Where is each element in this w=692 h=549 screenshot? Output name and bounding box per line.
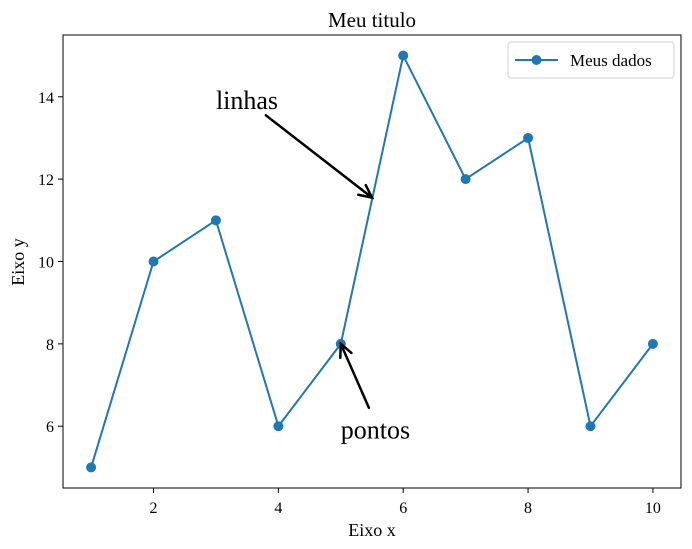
data-point	[210, 215, 221, 226]
x-tick-label: 2	[150, 500, 158, 517]
series-layer	[86, 50, 658, 473]
annotation-text: pontos	[341, 416, 410, 445]
x-tick-label: 10	[645, 500, 661, 517]
annotation-arrow	[264, 114, 374, 199]
legend-marker-swatch	[531, 55, 542, 65]
x-axis-label: Eixo x	[348, 520, 396, 540]
annotation-arrow	[339, 342, 371, 409]
y-tick-label: 12	[38, 172, 54, 189]
data-point	[148, 256, 159, 267]
data-point	[273, 421, 284, 432]
data-point	[460, 174, 471, 185]
annotation-arrowhead	[339, 341, 353, 360]
x-tick-label: 8	[524, 500, 532, 517]
data-point	[398, 50, 409, 61]
annotation-arrowhead	[357, 183, 375, 200]
axes-ticks: 2 4 6 8 10 6 8 10 12 14	[38, 90, 661, 517]
y-tick-label: 6	[46, 419, 54, 436]
legend-box	[507, 41, 675, 79]
x-tick-label: 4	[274, 500, 282, 517]
y-tick-label: 10	[38, 255, 54, 272]
annotation-text: linhas	[216, 86, 278, 115]
legend: Meus dados	[507, 41, 675, 79]
data-point	[86, 462, 97, 473]
data-point	[585, 421, 596, 432]
chart-title: Meu titulo	[328, 8, 416, 32]
x-tick-label: 6	[399, 500, 407, 517]
data-point	[647, 338, 658, 349]
y-tick-label: 8	[46, 337, 54, 354]
y-tick-label: 14	[38, 90, 54, 107]
series-line	[90, 52, 654, 468]
y-axis-label: Eixo y	[8, 238, 28, 286]
annotations-layer: linhas pontos	[216, 86, 410, 444]
data-point	[523, 132, 534, 143]
legend-label: Meus dados	[570, 51, 652, 70]
